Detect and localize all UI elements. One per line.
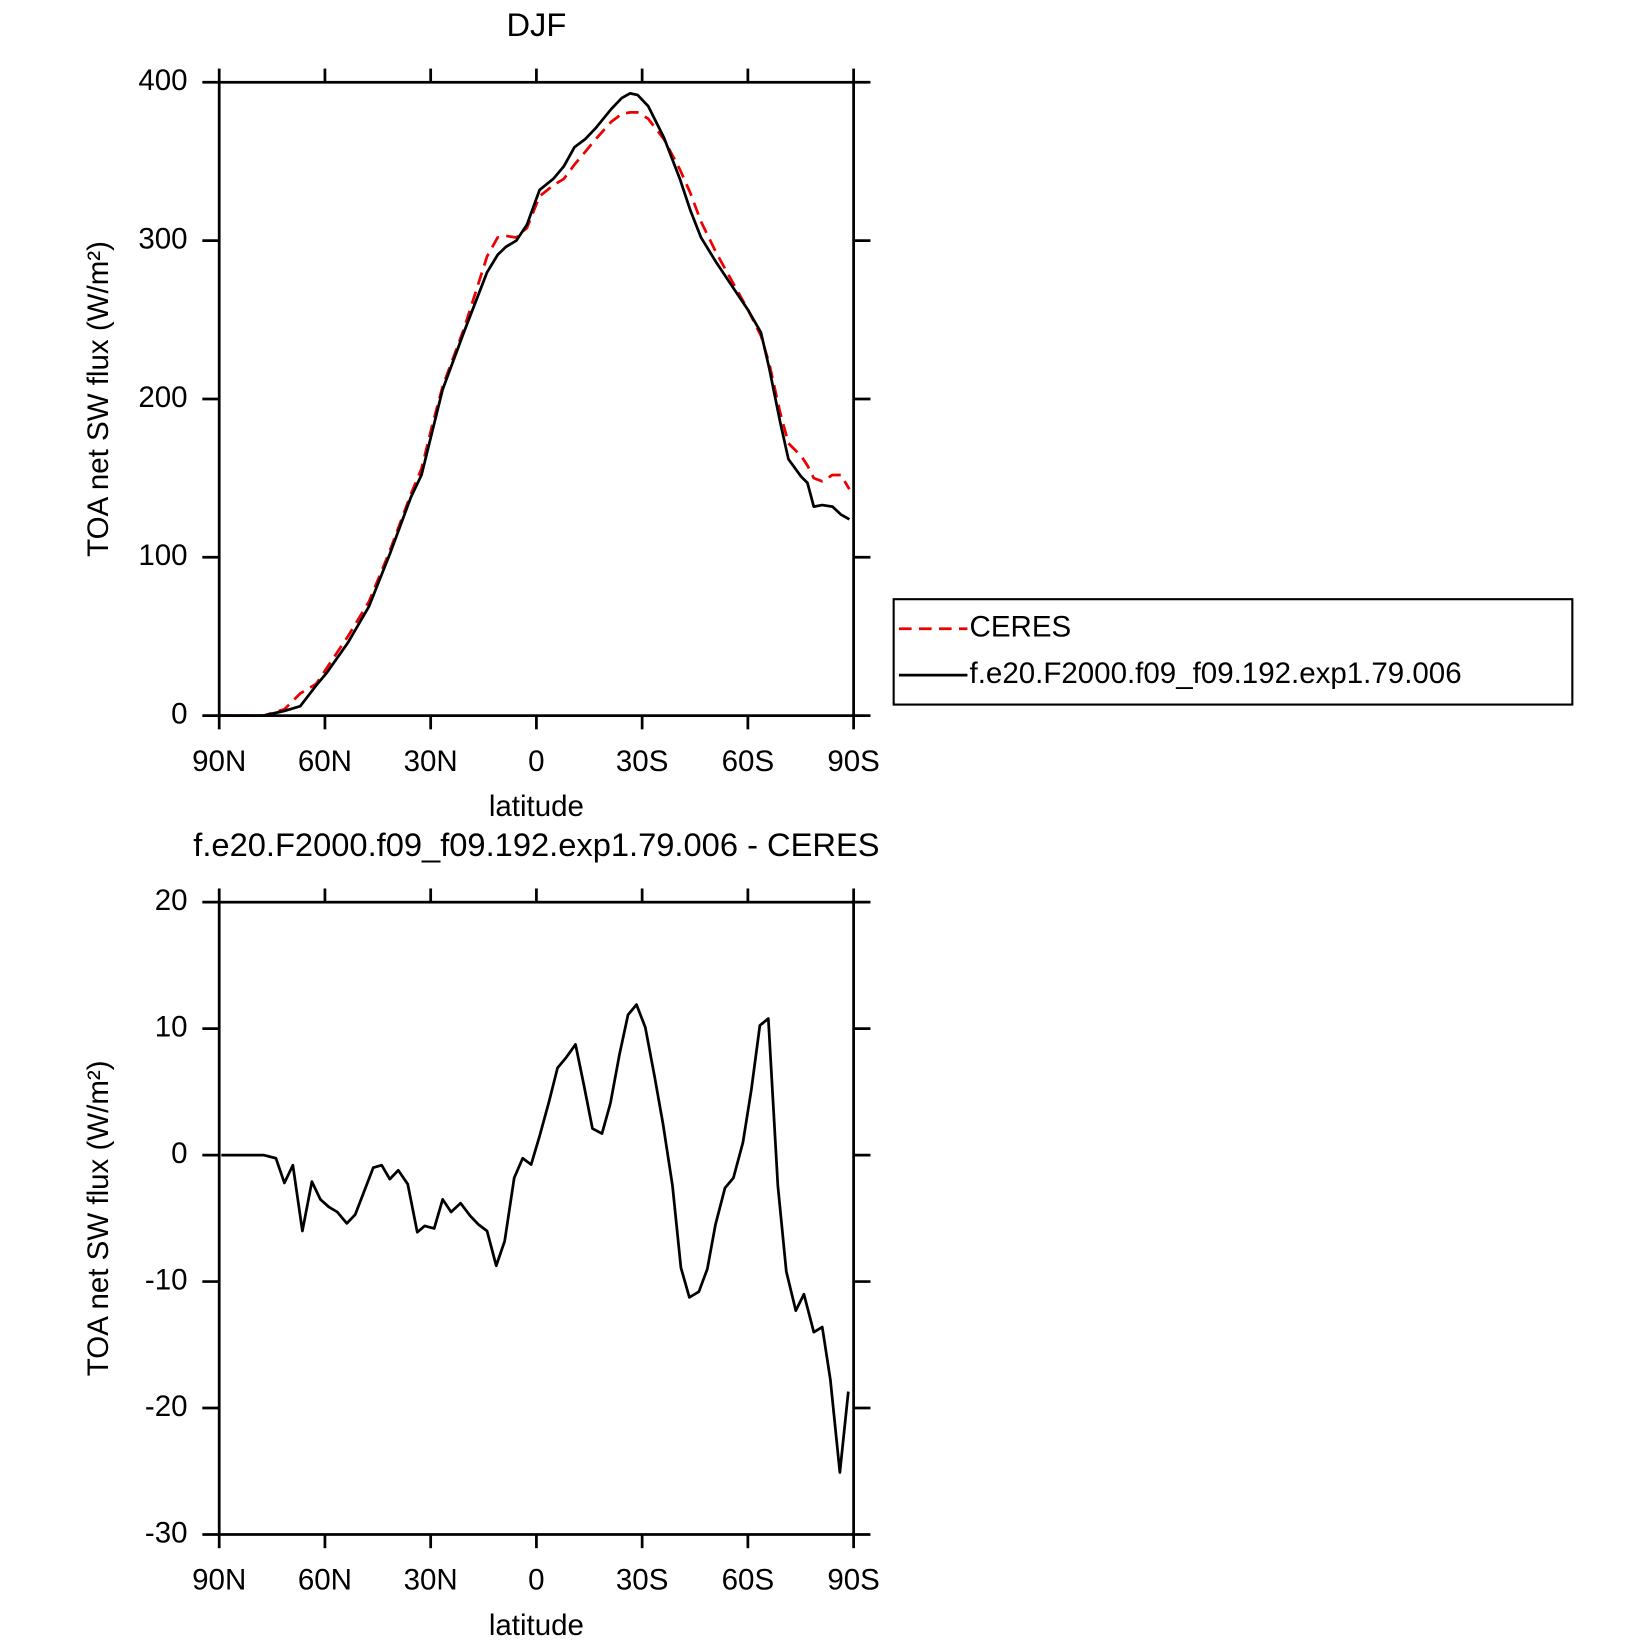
y-tick-label: -20: [145, 1390, 188, 1423]
x-tick-label: 0: [528, 1564, 544, 1597]
y-tick-label: 10: [155, 1010, 188, 1043]
x-tick-label: 90S: [827, 745, 879, 778]
x-axis-label: latitude: [489, 1609, 584, 1641]
x-tick-label: 30S: [616, 1564, 669, 1597]
y-tick-label: 200: [138, 381, 187, 414]
x-tick-label: 0: [528, 745, 544, 778]
x-tick-label: 60S: [722, 1564, 775, 1597]
x-tick-label: 60N: [298, 745, 352, 778]
x-tick-label: 60S: [722, 745, 775, 778]
x-axis-label: latitude: [489, 790, 584, 823]
data-line: [219, 91, 851, 718]
y-tick-label: 0: [171, 697, 187, 730]
x-tick-label: 90N: [192, 1564, 246, 1597]
plot-frame: [217, 900, 855, 1536]
x-tick-label: 90N: [192, 745, 246, 778]
y-tick-label: 400: [138, 64, 187, 97]
x-tick-label: 30N: [404, 745, 458, 778]
x-tick-label: 30N: [404, 1564, 458, 1597]
legend-label: CERES: [970, 610, 1072, 643]
plot-frame: [217, 80, 855, 718]
legend-label: f.e20.F2000.f09_f09.192.exp1.79.006: [970, 657, 1462, 690]
data-line: [221, 1003, 850, 1474]
y-axis-label: TOA net SW flux (W/m²): [82, 1060, 115, 1376]
chart-title: f.e20.F2000.f09_f09.192.exp1.79.006 - CE…: [193, 826, 879, 863]
y-tick-label: 0: [171, 1137, 187, 1170]
x-tick-label: 30S: [616, 745, 669, 778]
y-tick-label: -10: [145, 1263, 188, 1296]
y-tick-label: 20: [155, 884, 188, 917]
y-tick-label: -30: [145, 1516, 188, 1549]
y-axis-label: TOA net SW flux (W/m²): [82, 241, 115, 557]
y-tick-label: 300: [138, 222, 187, 255]
x-tick-label: 60N: [298, 1564, 352, 1597]
y-tick-label: 100: [138, 539, 187, 572]
legend-box: [892, 598, 1574, 706]
x-tick-label: 90S: [827, 1564, 879, 1597]
chart-title: DJF: [506, 6, 566, 43]
